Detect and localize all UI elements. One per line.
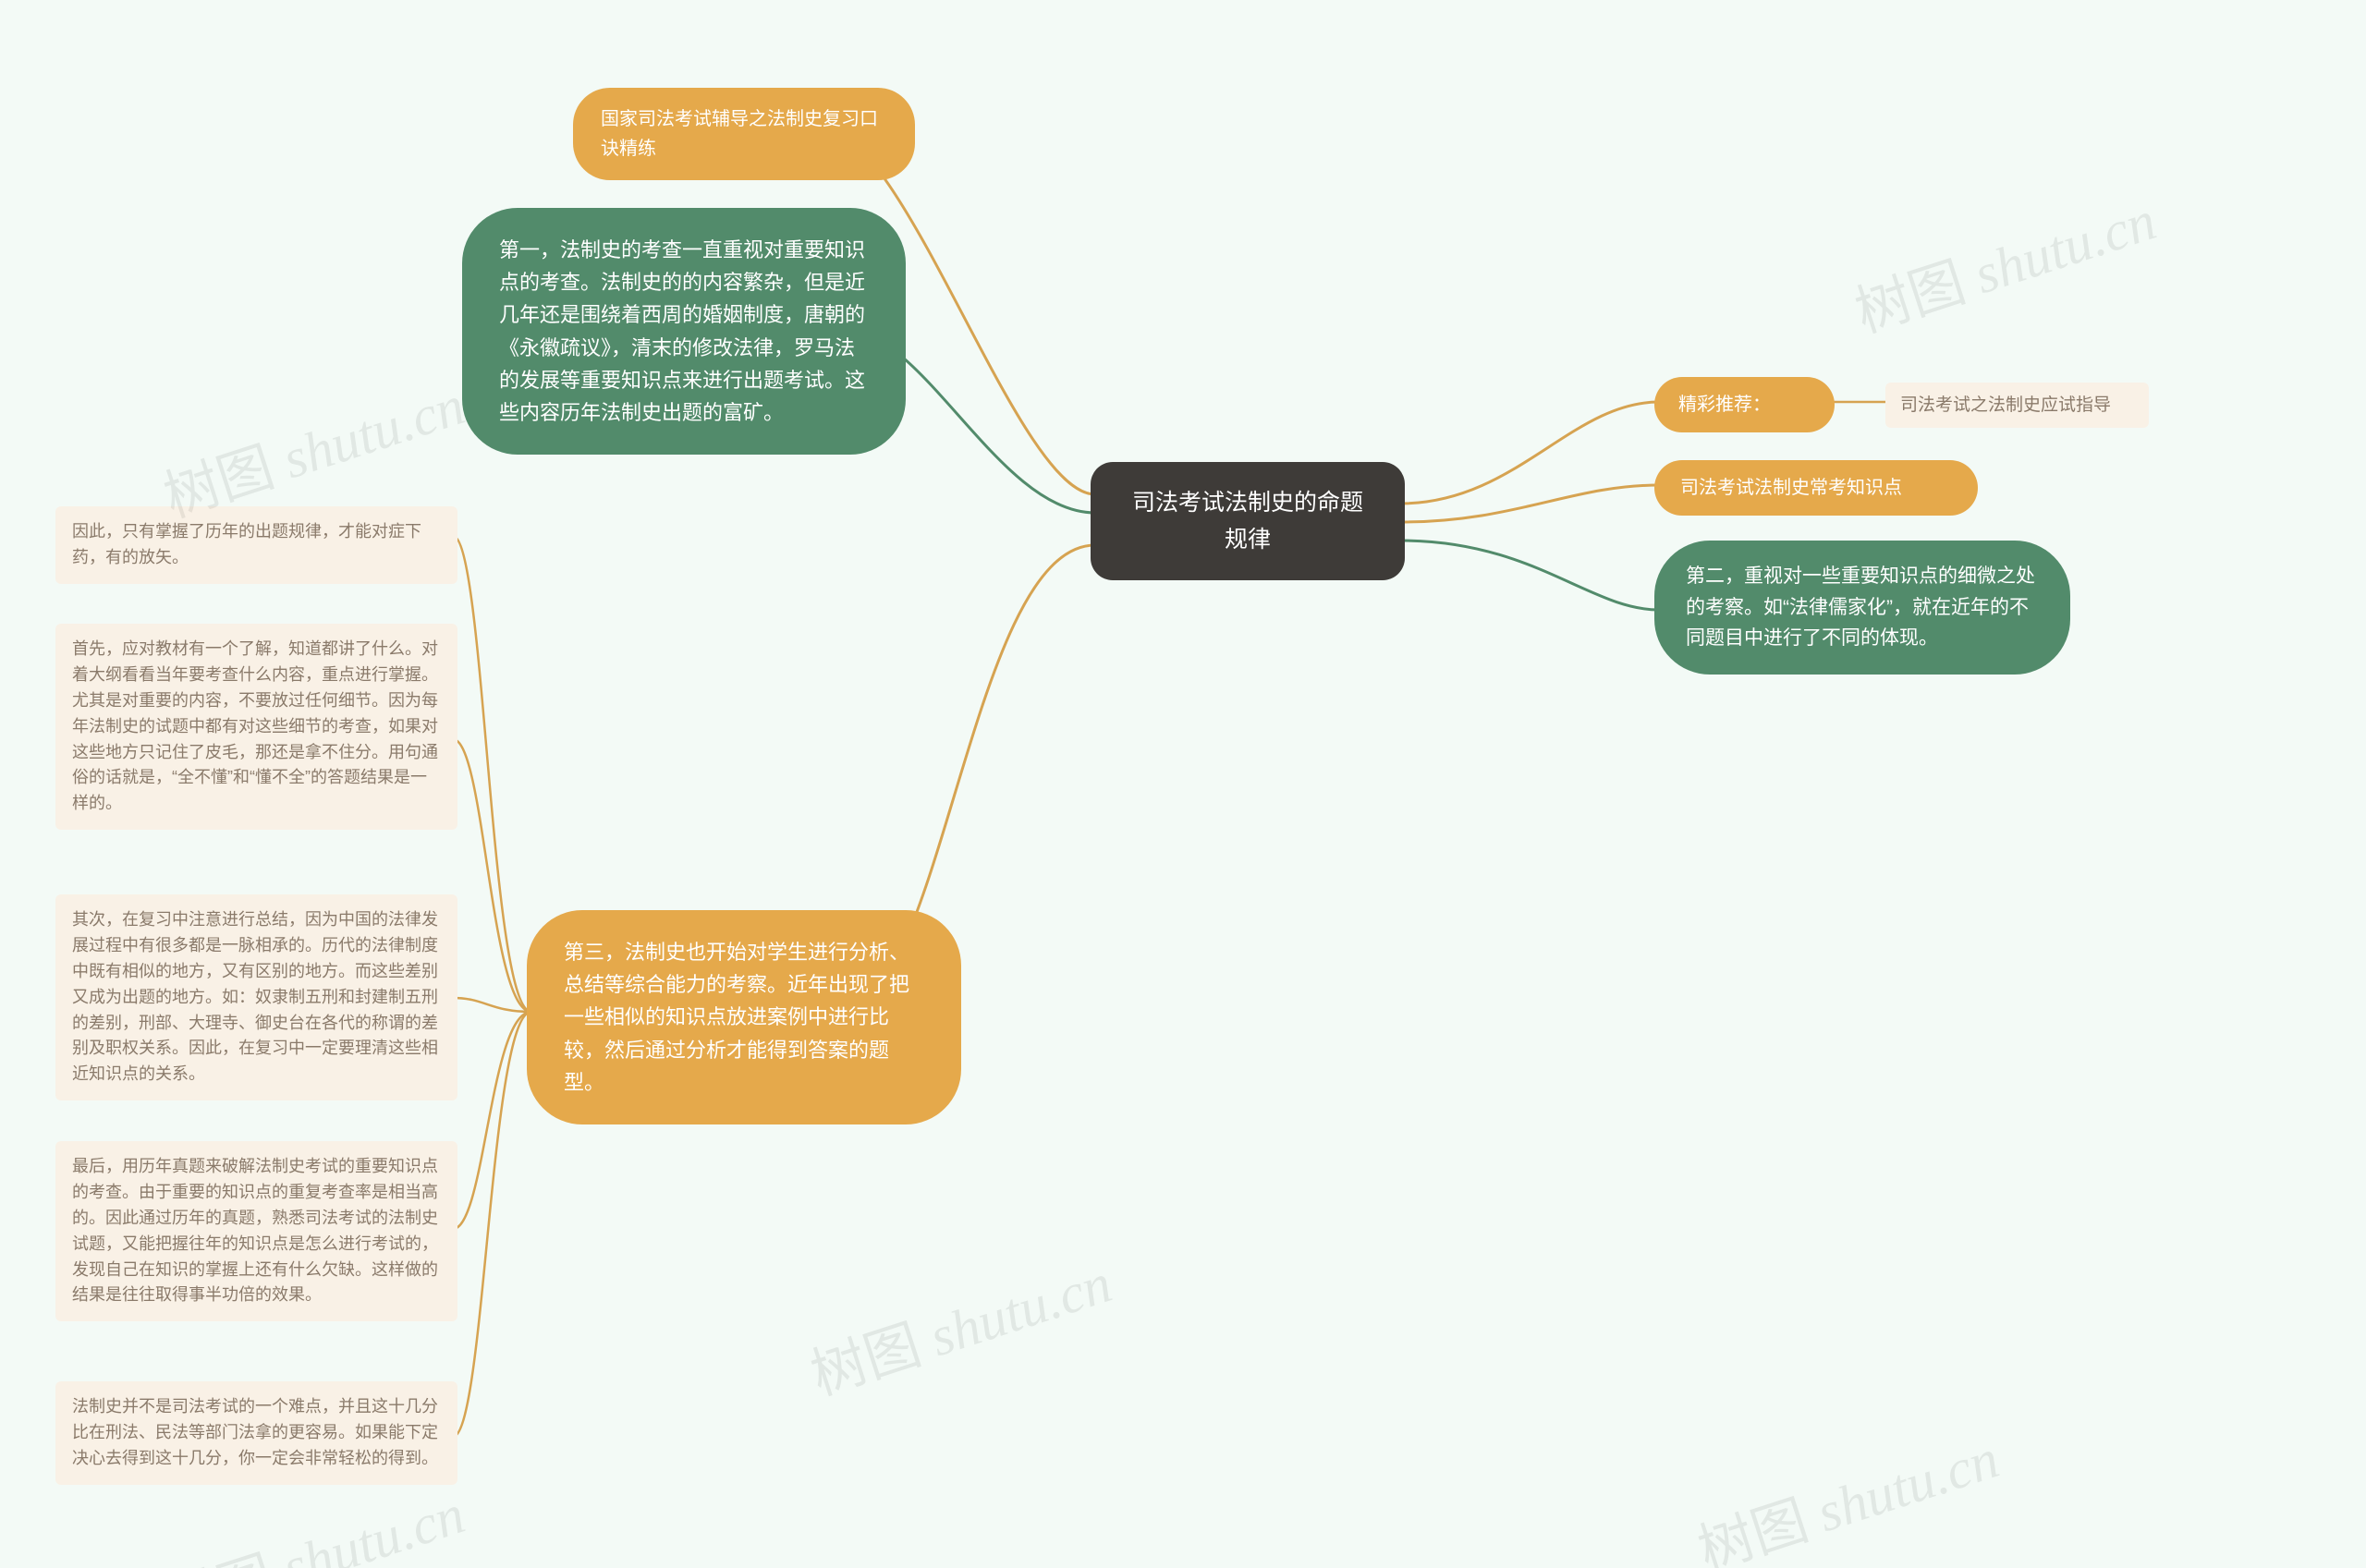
leaf-l5-label: 法制史并不是司法考试的一个难点，并且这十几分比在刑法、民法等部门法拿的更容易。如…: [72, 1397, 438, 1467]
branch-b5[interactable]: 第二，重视对一些重要知识点的细微之处的考察。如“法律儒家化”，就在近年的不同题目…: [1654, 541, 2070, 675]
branch-b4-label: 司法考试法制史常考知识点: [1680, 478, 1902, 498]
watermark-2: 树图 shutu.cn: [1844, 176, 2165, 348]
leaf-l3[interactable]: 其次，在复习中注意进行总结，因为中国的法律发展过程中有很多都是一脉相承的。历代的…: [55, 894, 457, 1100]
leaf-l4[interactable]: 最后，用历年真题来破解法制史考试的重要知识点的考查。由于重要的知识点的重复考查率…: [55, 1141, 457, 1321]
leaf-l2-label: 首先，应对教材有一个了解，知道都讲了什么。对着大纲看看当年要考查什么内容，重点进…: [72, 639, 438, 812]
branch-b5-label: 第二，重视对一些重要知识点的细微之处的考察。如“法律儒家化”，就在近年的不同题目…: [1686, 565, 2035, 649]
leaf-l1[interactable]: 因此，只有掌握了历年的出题规律，才能对症下药，有的放矢。: [55, 506, 457, 584]
branch-b6-label: 第三，法制史也开始对学生进行分析、总结等综合能力的考察。近年出现了把一些相似的知…: [564, 941, 909, 1094]
leaf-l4-label: 最后，用历年真题来破解法制史考试的重要知识点的考查。由于重要的知识点的重复考查率…: [72, 1157, 438, 1304]
branch-b6[interactable]: 第三，法制史也开始对学生进行分析、总结等综合能力的考察。近年出现了把一些相似的知…: [527, 910, 961, 1124]
leaf-l1-label: 因此，只有掌握了历年的出题规律，才能对症下药，有的放矢。: [72, 522, 421, 566]
branch-b2[interactable]: 第一，法制史的考查一直重视对重要知识点的考查。法制史的的内容繁杂，但是近几年还是…: [462, 208, 906, 455]
leaf-l5[interactable]: 法制史并不是司法考试的一个难点，并且这十几分比在刑法、民法等部门法拿的更容易。如…: [55, 1381, 457, 1485]
root-label: 司法考试法制史的命题规律: [1132, 490, 1363, 553]
branch-b2-label: 第一，法制史的考查一直重视对重要知识点的考查。法制史的的内容繁杂，但是近几年还是…: [499, 238, 865, 424]
leaf-l2[interactable]: 首先，应对教材有一个了解，知道都讲了什么。对着大纲看看当年要考查什么内容，重点进…: [55, 624, 457, 830]
branch-b1-label: 国家司法考试辅导之法制史复习口诀精练: [601, 109, 878, 159]
branch-b3-child-label: 司法考试之法制史应试指导: [1900, 395, 2111, 415]
leaf-l3-label: 其次，在复习中注意进行总结，因为中国的法律发展过程中有很多都是一脉相承的。历代的…: [72, 910, 438, 1083]
branch-b4[interactable]: 司法考试法制史常考知识点: [1654, 460, 1978, 516]
branch-b3-child[interactable]: 司法考试之法制史应试指导: [1885, 383, 2149, 428]
branch-b3-label: 精彩推荐：: [1678, 395, 1771, 415]
branch-b3[interactable]: 精彩推荐：: [1654, 377, 1835, 432]
watermark-4: 树图 shutu.cn: [799, 1238, 1120, 1411]
root-node[interactable]: 司法考试法制史的命题规律: [1091, 462, 1405, 580]
watermark-5: 树图 shutu.cn: [1687, 1414, 2007, 1568]
branch-b1[interactable]: 国家司法考试辅导之法制史复习口诀精练: [573, 88, 915, 180]
